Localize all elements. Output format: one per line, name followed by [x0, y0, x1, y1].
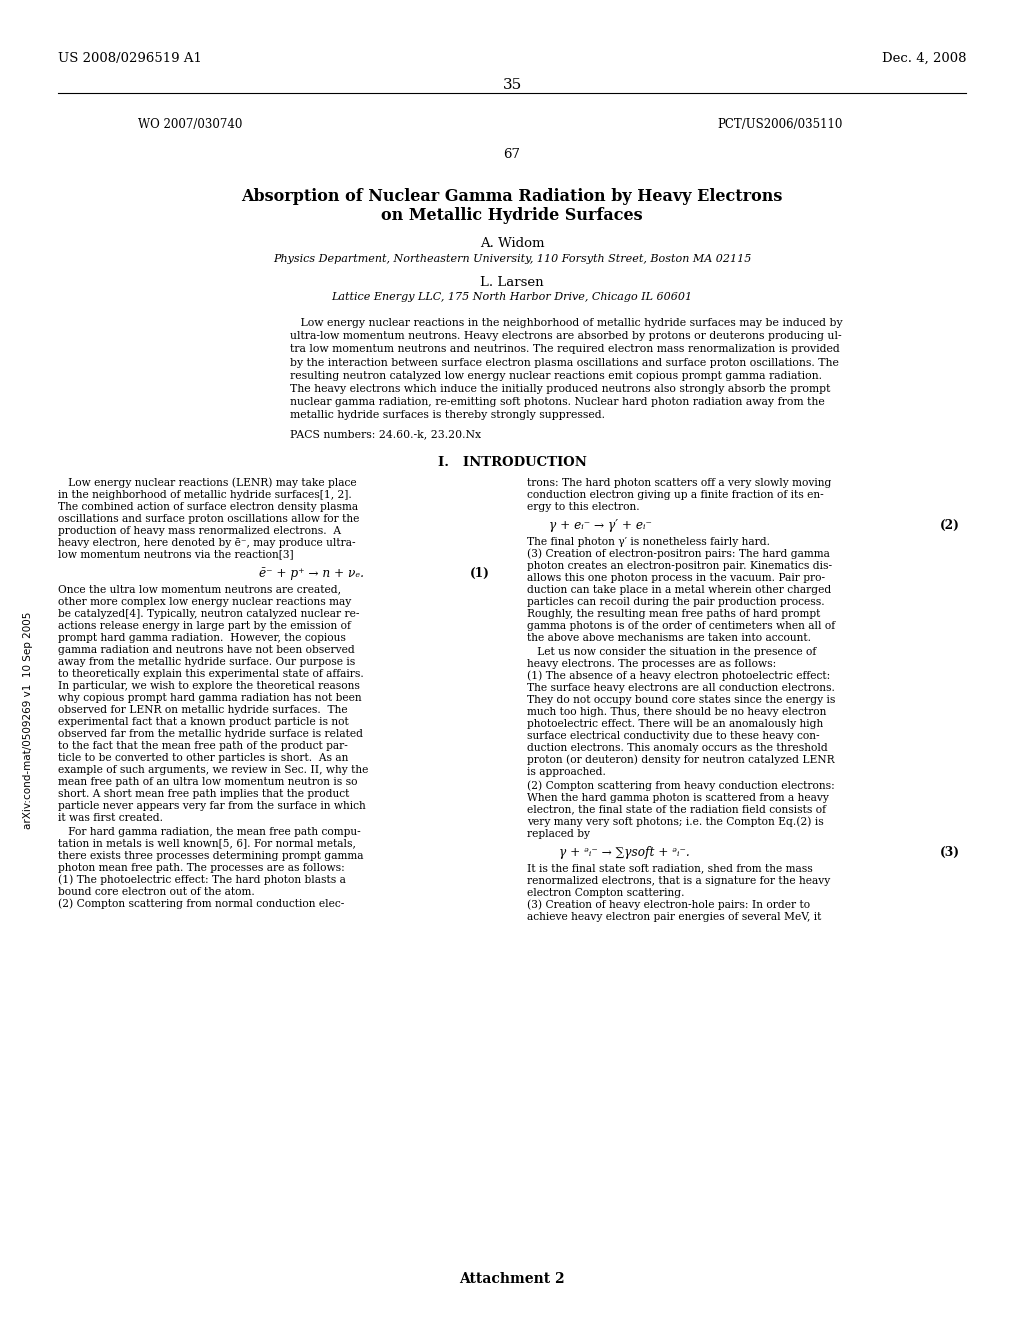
Text: γ + eᵢ⁻ → γ′ + eᵢ⁻: γ + eᵢ⁻ → γ′ + eᵢ⁻: [549, 519, 652, 532]
Text: When the hard gamma photon is scattered from a heavy: When the hard gamma photon is scattered …: [527, 792, 828, 803]
Text: For hard gamma radiation, the mean free path compu-: For hard gamma radiation, the mean free …: [58, 826, 360, 837]
Text: They do not occupy bound core states since the energy is: They do not occupy bound core states sin…: [527, 694, 836, 705]
Text: ergy to this electron.: ergy to this electron.: [527, 502, 640, 512]
Text: gamma photons is of the order of centimeters when all of: gamma photons is of the order of centime…: [527, 620, 836, 631]
Text: electron Compton scattering.: electron Compton scattering.: [527, 887, 684, 898]
Text: there exists three processes determining prompt gamma: there exists three processes determining…: [58, 850, 364, 861]
Text: particles can recoil during the pair production process.: particles can recoil during the pair pro…: [527, 597, 824, 607]
Text: mean free path of an ultra low momentum neutron is so: mean free path of an ultra low momentum …: [58, 776, 357, 787]
Text: I.   INTRODUCTION: I. INTRODUCTION: [437, 455, 587, 469]
Text: Let us now consider the situation in the presence of: Let us now consider the situation in the…: [527, 647, 816, 656]
Text: why copious prompt hard gamma radiation has not been: why copious prompt hard gamma radiation …: [58, 693, 361, 702]
Text: short. A short mean free path implies that the product: short. A short mean free path implies th…: [58, 788, 349, 799]
Text: (1) The absence of a heavy electron photoelectric effect:: (1) The absence of a heavy electron phot…: [527, 671, 830, 681]
Text: ticle to be converted to other particles is short.  As an: ticle to be converted to other particles…: [58, 752, 348, 763]
Text: In particular, we wish to explore the theoretical reasons: In particular, we wish to explore the th…: [58, 681, 359, 690]
Text: photon creates an electron-positron pair. Kinematics dis-: photon creates an electron-positron pair…: [527, 561, 833, 570]
Text: is approached.: is approached.: [527, 767, 606, 776]
Text: the above above mechanisms are taken into account.: the above above mechanisms are taken int…: [527, 632, 811, 643]
Text: to theoretically explain this experimental state of affairs.: to theoretically explain this experiment…: [58, 669, 364, 678]
Text: experimental fact that a known product particle is not: experimental fact that a known product p…: [58, 717, 349, 726]
Text: observed for LENR on metallic hydride surfaces.  The: observed for LENR on metallic hydride su…: [58, 705, 347, 714]
Text: ultra-low momentum neutrons. Heavy electrons are absorbed by protons or deuteron: ultra-low momentum neutrons. Heavy elect…: [290, 331, 842, 341]
Text: WO 2007/030740: WO 2007/030740: [138, 117, 243, 131]
Text: production of heavy mass renormalized electrons.  A: production of heavy mass renormalized el…: [58, 525, 341, 536]
Text: (2): (2): [940, 519, 961, 532]
Text: arXiv:cond-mat/0509269 v1  10 Sep 2005: arXiv:cond-mat/0509269 v1 10 Sep 2005: [23, 611, 33, 829]
Text: Absorption of Nuclear Gamma Radiation by Heavy Electrons: Absorption of Nuclear Gamma Radiation by…: [242, 187, 782, 205]
Text: 67: 67: [504, 148, 520, 161]
Text: heavy electron, here denoted by ē⁻, may produce ultra-: heavy electron, here denoted by ē⁻, may …: [58, 537, 355, 548]
Text: The surface heavy electrons are all conduction electrons.: The surface heavy electrons are all cond…: [527, 682, 835, 693]
Text: US 2008/0296519 A1: US 2008/0296519 A1: [58, 51, 202, 65]
Text: much too high. Thus, there should be no heavy electron: much too high. Thus, there should be no …: [527, 706, 826, 717]
Text: very many very soft photons; i.e. the Compton Eq.(2) is: very many very soft photons; i.e. the Co…: [527, 817, 823, 828]
Text: bound core electron out of the atom.: bound core electron out of the atom.: [58, 887, 255, 896]
Text: tra low momentum neutrons and neutrinos. The required electron mass renormalizat: tra low momentum neutrons and neutrinos.…: [290, 345, 840, 354]
Text: trons: The hard photon scatters off a very slowly moving: trons: The hard photon scatters off a ve…: [527, 478, 831, 487]
Text: renormalized electrons, that is a signature for the heavy: renormalized electrons, that is a signat…: [527, 875, 830, 886]
Text: (2) Compton scattering from normal conduction elec-: (2) Compton scattering from normal condu…: [58, 899, 344, 909]
Text: proton (or deuteron) density for neutron catalyzed LENR: proton (or deuteron) density for neutron…: [527, 755, 835, 766]
Text: Low energy nuclear reactions (LENR) may take place: Low energy nuclear reactions (LENR) may …: [58, 478, 356, 488]
Text: allows this one photon process in the vacuum. Pair pro-: allows this one photon process in the va…: [527, 573, 825, 582]
Text: PACS numbers: 24.60.-k, 23.20.Nx: PACS numbers: 24.60.-k, 23.20.Nx: [290, 429, 481, 440]
Text: The combined action of surface electron density plasma: The combined action of surface electron …: [58, 502, 358, 512]
Text: surface electrical conductivity due to these heavy con-: surface electrical conductivity due to t…: [527, 730, 819, 741]
Text: achieve heavy electron pair energies of several MeV, it: achieve heavy electron pair energies of …: [527, 912, 821, 921]
Text: duction can take place in a metal wherein other charged: duction can take place in a metal wherei…: [527, 585, 831, 594]
Text: low momentum neutrons via the reaction[3]: low momentum neutrons via the reaction[3…: [58, 549, 294, 560]
Text: Dec. 4, 2008: Dec. 4, 2008: [882, 51, 966, 65]
Text: L. Larsen: L. Larsen: [480, 276, 544, 289]
Text: gamma radiation and neutrons have not been observed: gamma radiation and neutrons have not be…: [58, 644, 354, 655]
Text: (2) Compton scattering from heavy conduction electrons:: (2) Compton scattering from heavy conduc…: [527, 780, 835, 791]
Text: it was first created.: it was first created.: [58, 813, 163, 822]
Text: The heavy electrons which induce the initially produced neutrons also strongly a: The heavy electrons which induce the ini…: [290, 384, 830, 393]
Text: observed far from the metallic hydride surface is related: observed far from the metallic hydride s…: [58, 729, 362, 739]
Text: ē⁻ + p⁺ → n + νₑ.: ē⁻ + p⁺ → n + νₑ.: [259, 566, 364, 579]
Text: electron, the final state of the radiation field consists of: electron, the final state of the radiati…: [527, 805, 826, 814]
Text: particle never appears very far from the surface in which: particle never appears very far from the…: [58, 801, 366, 810]
Text: (1): (1): [470, 566, 490, 579]
Text: A. Widom: A. Widom: [480, 238, 544, 249]
Text: (3) Creation of electron-positron pairs: The hard gamma: (3) Creation of electron-positron pairs:…: [527, 549, 829, 560]
Text: (3): (3): [940, 846, 961, 858]
Text: Low energy nuclear reactions in the neighborhood of metallic hydride surfaces ma: Low energy nuclear reactions in the neig…: [290, 318, 843, 327]
Text: replaced by: replaced by: [527, 829, 590, 838]
Text: The final photon γ′ is nonetheless fairly hard.: The final photon γ′ is nonetheless fairl…: [527, 537, 770, 546]
Text: be catalyzed[4]. Typically, neutron catalyzed nuclear re-: be catalyzed[4]. Typically, neutron cata…: [58, 609, 359, 619]
Text: 35: 35: [503, 78, 521, 92]
Text: resulting neutron catalyzed low energy nuclear reactions emit copious prompt gam: resulting neutron catalyzed low energy n…: [290, 371, 822, 380]
Text: It is the final state soft radiation, shed from the mass: It is the final state soft radiation, sh…: [527, 863, 813, 874]
Text: in the neighborhood of metallic hydride surfaces[1, 2].: in the neighborhood of metallic hydride …: [58, 490, 352, 499]
Text: heavy electrons. The processes are as follows:: heavy electrons. The processes are as fo…: [527, 659, 776, 669]
Text: by the interaction between surface electron plasma oscillations and surface prot: by the interaction between surface elect…: [290, 358, 839, 367]
Text: photon mean free path. The processes are as follows:: photon mean free path. The processes are…: [58, 862, 345, 873]
Text: Roughly, the resulting mean free paths of hard prompt: Roughly, the resulting mean free paths o…: [527, 609, 820, 619]
Text: Lattice Energy LLC, 175 North Harbor Drive, Chicago IL 60601: Lattice Energy LLC, 175 North Harbor Dri…: [332, 292, 692, 302]
Text: oscillations and surface proton oscillations allow for the: oscillations and surface proton oscillat…: [58, 513, 359, 524]
Text: example of such arguments, we review in Sec. II, why the: example of such arguments, we review in …: [58, 764, 369, 775]
Text: metallic hydride surfaces is thereby strongly suppressed.: metallic hydride surfaces is thereby str…: [290, 411, 605, 420]
Text: (3) Creation of heavy electron-hole pairs: In order to: (3) Creation of heavy electron-hole pair…: [527, 900, 810, 911]
Text: to the fact that the mean free path of the product par-: to the fact that the mean free path of t…: [58, 741, 348, 751]
Text: duction electrons. This anomaly occurs as the threshold: duction electrons. This anomaly occurs a…: [527, 743, 827, 752]
Text: nuclear gamma radiation, re-emitting soft photons. Nuclear hard photon radiation: nuclear gamma radiation, re-emitting sof…: [290, 397, 824, 407]
Text: photoelectric effect. There will be an anomalously high: photoelectric effect. There will be an a…: [527, 718, 823, 729]
Text: PCT/US2006/035110: PCT/US2006/035110: [718, 117, 843, 131]
Text: Physics Department, Northeastern University, 110 Forsyth Street, Boston MA 02115: Physics Department, Northeastern Univers…: [272, 253, 752, 264]
Text: Attachment 2: Attachment 2: [459, 1272, 565, 1286]
Text: on Metallic Hydride Surfaces: on Metallic Hydride Surfaces: [381, 207, 643, 224]
Text: conduction electron giving up a finite fraction of its en-: conduction electron giving up a finite f…: [527, 490, 823, 499]
Text: Once the ultra low momentum neutrons are created,: Once the ultra low momentum neutrons are…: [58, 585, 341, 594]
Text: away from the metallic hydride surface. Our purpose is: away from the metallic hydride surface. …: [58, 656, 355, 667]
Text: tation in metals is well known[5, 6]. For normal metals,: tation in metals is well known[5, 6]. Fo…: [58, 838, 356, 849]
Text: prompt hard gamma radiation.  However, the copious: prompt hard gamma radiation. However, th…: [58, 632, 346, 643]
Text: actions release energy in large part by the emission of: actions release energy in large part by …: [58, 620, 351, 631]
Text: γ + ᵊᵢ⁻ → ∑γsoft + ᵊᵢ⁻.: γ + ᵊᵢ⁻ → ∑γsoft + ᵊᵢ⁻.: [559, 846, 690, 858]
Text: other more complex low energy nuclear reactions may: other more complex low energy nuclear re…: [58, 597, 351, 607]
Text: (1) The photoelectric effect: The hard photon blasts a: (1) The photoelectric effect: The hard p…: [58, 875, 346, 886]
